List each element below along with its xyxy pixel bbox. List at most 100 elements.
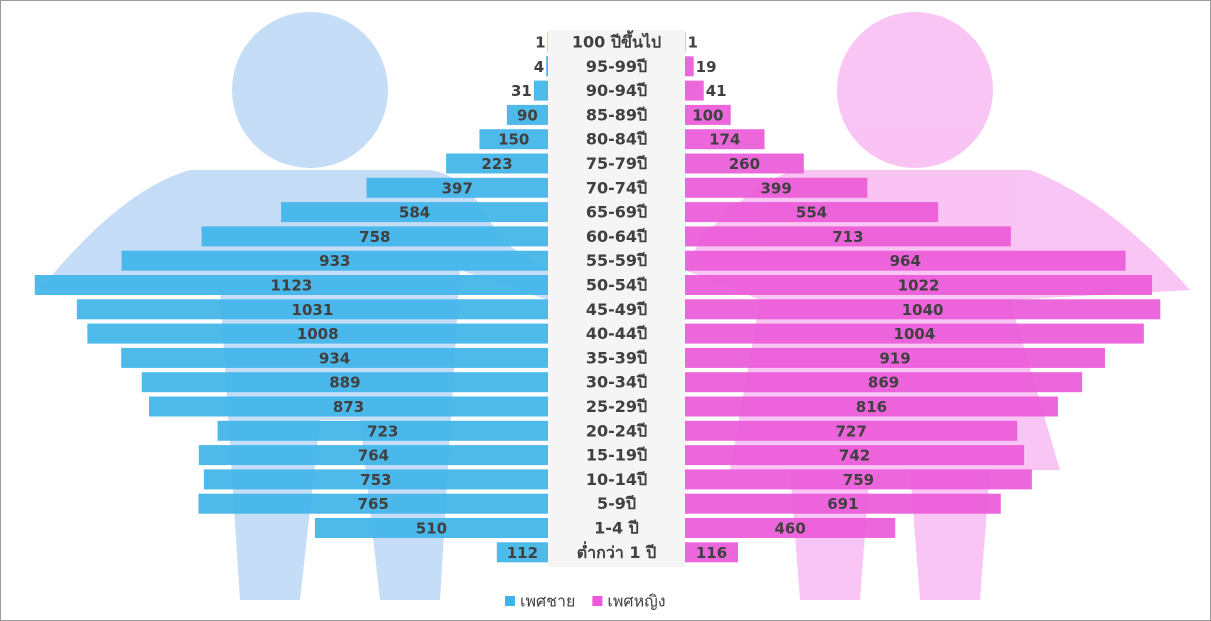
value-label: 100: [692, 106, 723, 124]
category-label: 15-19ปี: [586, 446, 647, 465]
value-label: 759: [843, 471, 874, 489]
category-label: 70-74ปี: [586, 178, 647, 197]
female-bar: [685, 420, 1018, 441]
category-label: 45-49ปี: [586, 300, 647, 319]
value-label: 1040: [902, 301, 944, 319]
male-bar: [121, 250, 548, 271]
female-bar: [685, 104, 731, 125]
female-bar: [685, 250, 1126, 271]
male-bar: [446, 153, 548, 174]
value-label: 758: [359, 228, 390, 246]
value-label: 174: [709, 131, 740, 149]
value-label: 90: [517, 106, 538, 124]
female-bar: [685, 202, 939, 223]
value-label: 691: [827, 495, 858, 513]
female-bar: [685, 177, 868, 198]
male-bar: [506, 104, 548, 125]
category-label: 60-64ปี: [586, 227, 647, 246]
category-label: 95-99ปี: [586, 57, 647, 76]
value-label: 934: [319, 349, 350, 367]
female-bar: [685, 445, 1025, 466]
value-label: 1: [687, 34, 697, 52]
female-bar: [685, 153, 804, 174]
value-label: 150: [498, 131, 529, 149]
category-label: 20-24ปี: [586, 421, 647, 440]
female-bar: [685, 542, 739, 563]
male-bar: [217, 420, 549, 441]
female-bar: [685, 275, 1153, 295]
value-label: 869: [868, 374, 899, 392]
value-label: 727: [835, 422, 866, 440]
male-bar: [496, 542, 548, 563]
value-label: 112: [507, 544, 538, 562]
male-bar: [198, 493, 548, 514]
male-bar: [198, 445, 549, 466]
value-label: 1022: [898, 277, 940, 295]
value-label: 116: [696, 544, 727, 562]
value-label: 19: [696, 58, 717, 76]
value-label: 816: [856, 398, 887, 416]
legend-label: เพศหญิง: [607, 592, 665, 611]
value-label: 713: [832, 228, 863, 246]
male-bar: [533, 80, 548, 101]
value-label: 873: [333, 398, 364, 416]
category-label: 5-9ปี: [597, 494, 636, 513]
category-label: 80-84ปี: [586, 130, 647, 149]
value-label: 742: [839, 447, 870, 465]
female-bar: [685, 129, 765, 150]
male-bar: [546, 56, 548, 77]
category-label: 90-94ปี: [586, 81, 647, 100]
male-bar: [203, 469, 548, 490]
category-label: 40-44ปี: [586, 324, 647, 343]
male-bar: [366, 177, 548, 198]
value-label: 4: [534, 58, 544, 76]
value-label: 964: [890, 252, 921, 270]
category-label: 30-34ปี: [586, 373, 647, 392]
value-label: 753: [360, 471, 391, 489]
value-label: 31: [511, 82, 532, 100]
male-bar: [34, 275, 548, 295]
category-label: 10-14ปี: [586, 470, 647, 489]
category-label: 85-89ปี: [586, 105, 647, 124]
value-label: 399: [761, 179, 792, 197]
category-label: 100 ปีขึ้นไป: [572, 30, 661, 52]
male-bar: [149, 396, 548, 417]
value-label: 933: [319, 252, 350, 270]
value-label: 889: [329, 374, 360, 392]
female-bar: [685, 493, 1001, 514]
category-label: 65-69ปี: [586, 203, 647, 222]
female-bar: [685, 56, 694, 77]
female-bar: [685, 347, 1105, 368]
female-bar: [685, 226, 1011, 247]
value-label: 1123: [271, 277, 313, 295]
category-label: 55-59ปี: [586, 251, 647, 270]
female-bar: [685, 80, 704, 101]
female-bar: [685, 372, 1083, 393]
value-label: 765: [358, 495, 389, 513]
category-label: 50-54ปี: [586, 276, 647, 295]
male-bar: [314, 518, 548, 538]
value-label: 1008: [297, 325, 339, 343]
male-bar: [201, 226, 548, 247]
category-label: 1-4 ปี: [594, 519, 639, 538]
legend-label: เพศชาย: [520, 592, 575, 611]
male-bar: [121, 347, 549, 368]
category-label: ต่ำกว่า 1 ปี: [577, 541, 656, 562]
female-bar: [685, 323, 1144, 344]
category-label: 25-29ปี: [586, 397, 647, 416]
value-label: 1004: [894, 325, 936, 343]
value-label: 397: [442, 179, 473, 197]
legend-swatch: [505, 596, 515, 606]
value-label: 41: [706, 82, 727, 100]
male-bar: [87, 323, 549, 344]
value-label: 223: [481, 155, 512, 173]
female-bar: [685, 518, 896, 538]
value-label: 584: [399, 204, 430, 222]
value-label: 260: [729, 155, 760, 173]
male-bar: [479, 129, 548, 150]
female-bar: [685, 469, 1032, 490]
category-label: 75-79ปี: [586, 154, 647, 173]
value-label: 460: [774, 520, 805, 538]
